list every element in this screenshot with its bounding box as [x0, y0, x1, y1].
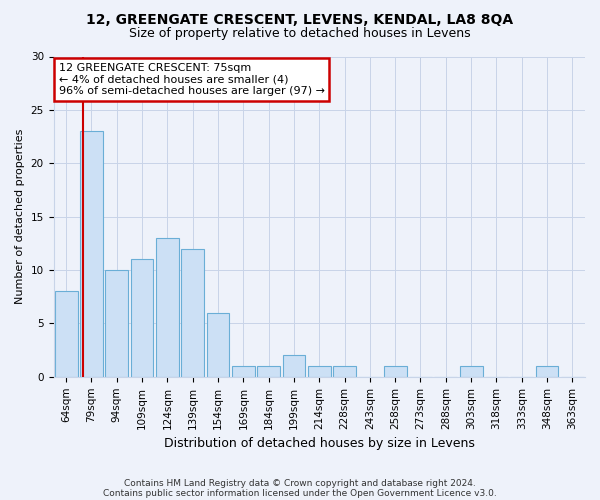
Text: 12 GREENGATE CRESCENT: 75sqm
← 4% of detached houses are smaller (4)
96% of semi: 12 GREENGATE CRESCENT: 75sqm ← 4% of det…	[59, 63, 325, 96]
Bar	[384, 366, 407, 377]
Bar	[460, 366, 482, 377]
Bar	[80, 131, 103, 377]
Bar	[181, 248, 204, 377]
Text: 12, GREENGATE CRESCENT, LEVENS, KENDAL, LA8 8QA: 12, GREENGATE CRESCENT, LEVENS, KENDAL, …	[86, 12, 514, 26]
Bar	[536, 366, 559, 377]
Bar	[308, 366, 331, 377]
X-axis label: Distribution of detached houses by size in Levens: Distribution of detached houses by size …	[164, 437, 475, 450]
Bar	[156, 238, 179, 377]
Text: Contains public sector information licensed under the Open Government Licence v3: Contains public sector information licen…	[103, 488, 497, 498]
Bar	[232, 366, 255, 377]
Bar	[206, 313, 229, 377]
Bar	[283, 356, 305, 377]
Bar	[55, 292, 77, 377]
Text: Size of property relative to detached houses in Levens: Size of property relative to detached ho…	[129, 28, 471, 40]
Bar	[257, 366, 280, 377]
Bar	[131, 260, 154, 377]
Bar	[106, 270, 128, 377]
Y-axis label: Number of detached properties: Number of detached properties	[15, 129, 25, 304]
Text: Contains HM Land Registry data © Crown copyright and database right 2024.: Contains HM Land Registry data © Crown c…	[124, 478, 476, 488]
Bar	[333, 366, 356, 377]
